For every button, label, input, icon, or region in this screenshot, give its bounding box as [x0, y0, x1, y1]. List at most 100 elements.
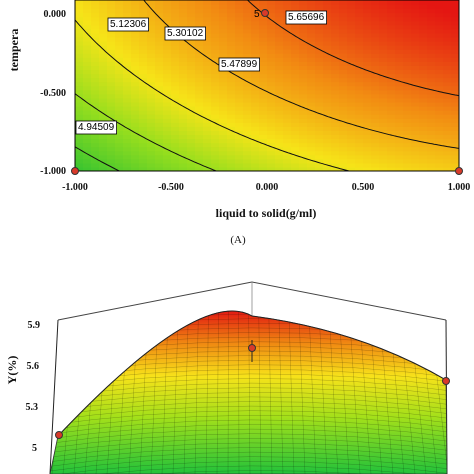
- mesh-line: [50, 410, 447, 427]
- heat-cell: [227, 36, 236, 42]
- heat-cell: [171, 20, 180, 26]
- heat-cell: [195, 158, 204, 164]
- heat-cell: [91, 4, 100, 10]
- heat-cell: [163, 138, 172, 144]
- heat-cell: [211, 97, 220, 103]
- heat-cell: [251, 53, 260, 58]
- heat-cell: [387, 162, 396, 168]
- heat-cell: [75, 93, 84, 99]
- heat-cell: [323, 12, 332, 18]
- heat-cell: [435, 114, 444, 119]
- heat-cell: [115, 114, 124, 119]
- heat-cell: [379, 150, 388, 156]
- heat-cell: [187, 110, 196, 115]
- heat-cell: [419, 154, 428, 160]
- heat-cell: [99, 89, 108, 95]
- heat-cell: [443, 166, 452, 171]
- heat-cell: [83, 93, 92, 99]
- heat-cell: [203, 93, 212, 99]
- heat-cell: [251, 8, 260, 14]
- heat-cell: [323, 16, 332, 22]
- heat-cell: [355, 146, 364, 152]
- heat-cell: [371, 53, 380, 58]
- heat-cell: [427, 138, 436, 144]
- heat-cell: [203, 4, 212, 10]
- heat-cell: [379, 101, 388, 107]
- heat-cell: [323, 118, 332, 123]
- heat-cell: [235, 142, 244, 148]
- heat-cell: [147, 49, 156, 54]
- heat-cell: [395, 4, 404, 10]
- heat-cell: [243, 134, 252, 140]
- heat-cell: [315, 158, 324, 164]
- heat-cell: [227, 77, 236, 83]
- heat-cell: [83, 158, 92, 164]
- heat-cell: [435, 24, 444, 30]
- heat-cell: [83, 8, 92, 14]
- heat-cell: [235, 16, 244, 22]
- heat-cell: [75, 61, 84, 66]
- heat-cell: [243, 45, 252, 50]
- heat-cell: [411, 49, 420, 54]
- heat-cell: [411, 106, 420, 111]
- heat-cell: [315, 110, 324, 115]
- heat-cell: [131, 57, 140, 62]
- heat-cell: [395, 41, 404, 46]
- heat-cell: [315, 49, 324, 54]
- heat-cell: [331, 45, 340, 50]
- heat-cell: [251, 20, 260, 26]
- heat-cell: [419, 93, 428, 99]
- heat-cell: [243, 20, 252, 26]
- heat-cell: [315, 28, 324, 34]
- heat-cell: [155, 36, 164, 42]
- heat-cell: [75, 89, 84, 95]
- heat-cell: [299, 154, 308, 160]
- heat-cell: [155, 81, 164, 87]
- heat-cell: [435, 130, 444, 136]
- contour-label-box: [164, 26, 206, 41]
- heat-cell: [307, 65, 316, 71]
- heat-cell: [115, 146, 124, 152]
- heat-cell: [379, 20, 388, 26]
- heat-cell: [219, 53, 228, 58]
- heat-cell: [235, 28, 244, 34]
- heat-cell: [291, 32, 300, 38]
- heat-cell: [427, 130, 436, 136]
- heat-cell: [123, 49, 132, 54]
- heat-cell: [227, 101, 236, 107]
- heat-cell: [451, 49, 459, 54]
- heat-cell: [435, 69, 444, 75]
- heat-cell: [211, 12, 220, 18]
- heat-cell: [147, 77, 156, 83]
- heat-cell: [235, 20, 244, 26]
- heat-cell: [315, 0, 324, 6]
- heat-cell: [227, 97, 236, 103]
- heat-cell: [427, 65, 436, 71]
- heat-cell: [363, 8, 372, 14]
- heat-cell: [403, 57, 412, 62]
- heat-cell: [323, 8, 332, 14]
- heat-cell: [91, 146, 100, 152]
- heat-cell: [387, 106, 396, 111]
- heat-cell: [99, 41, 108, 46]
- contour-line: [75, 93, 218, 171]
- heat-cell: [275, 0, 284, 6]
- heat-cell: [91, 61, 100, 66]
- heat-cell: [155, 154, 164, 160]
- heat-cell: [299, 36, 308, 42]
- heat-cell: [371, 93, 380, 99]
- heat-cell: [283, 166, 292, 171]
- heat-cell: [387, 49, 396, 54]
- heat-cell: [451, 126, 459, 131]
- heat-cell: [211, 130, 220, 136]
- heat-cell: [339, 85, 348, 91]
- heat-cell: [251, 110, 260, 115]
- heat-cell: [91, 65, 100, 71]
- heat-cell: [155, 24, 164, 30]
- heat-cell: [363, 122, 372, 127]
- heat-cell: [123, 166, 132, 171]
- heat-cell: [427, 53, 436, 58]
- heat-cell: [411, 36, 420, 42]
- heat-cell: [355, 89, 364, 95]
- heat-cell: [163, 8, 172, 14]
